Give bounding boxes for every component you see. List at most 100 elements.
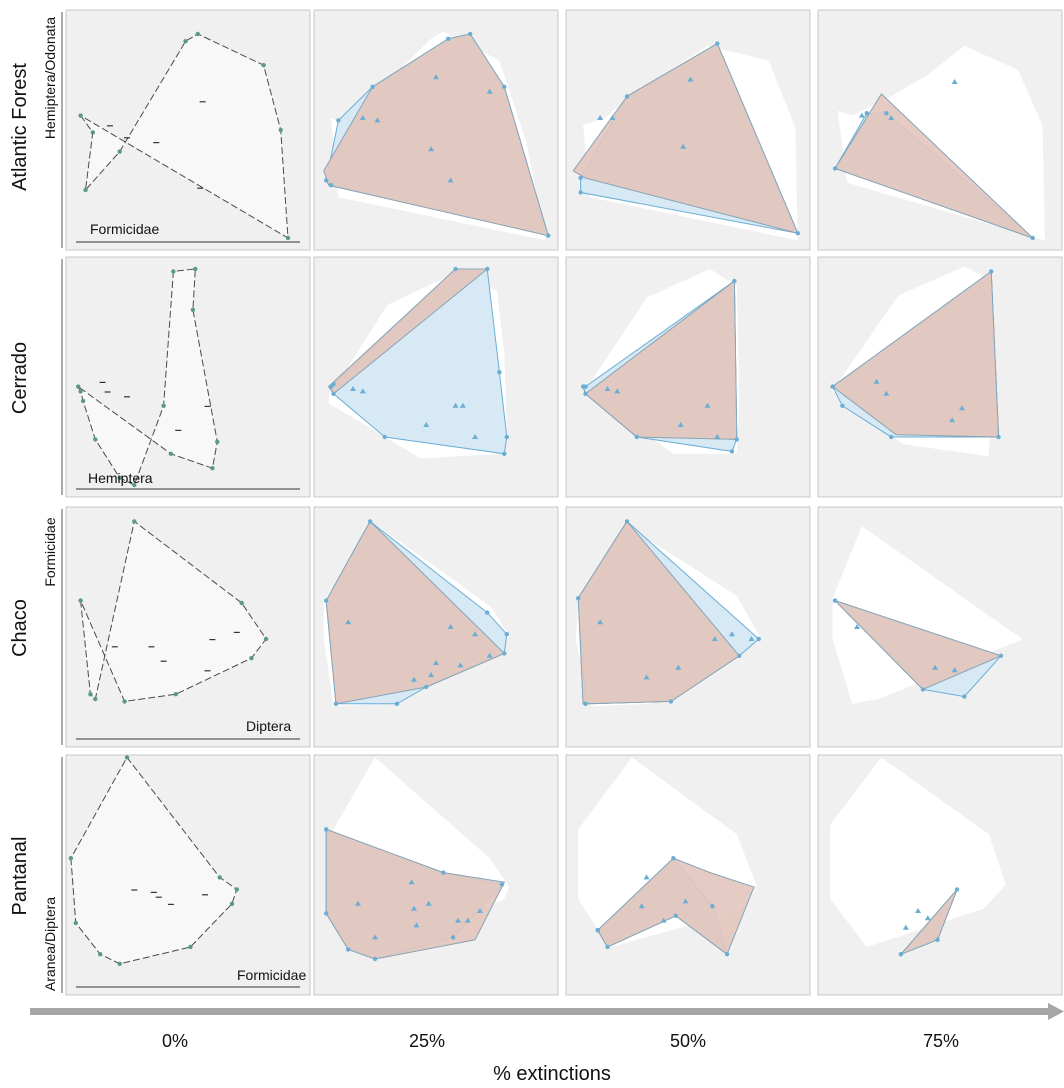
random-hull-vertex	[840, 403, 845, 408]
hull-vertex-point	[278, 127, 283, 133]
species-point	[883, 390, 890, 396]
y-axis-label-chaco: Formicidae	[42, 517, 58, 586]
species-point	[454, 917, 461, 923]
panel-chaco-25	[313, 506, 559, 748]
random-hull-vertex	[382, 434, 387, 440]
random-hull-vertex	[441, 870, 446, 875]
column-label-25: 25%	[409, 1031, 445, 1051]
species-point	[597, 619, 604, 625]
species-point	[728, 631, 735, 637]
random-hull-vertex	[583, 384, 588, 389]
random-hull-vertex	[394, 701, 400, 706]
x-axis-label-pantanal: Formicidae	[237, 967, 306, 983]
random-hull-vertex	[345, 947, 351, 952]
hull-vertex-point	[78, 113, 83, 118]
panel-chaco-0	[61, 506, 311, 748]
random-hull-vertex	[962, 694, 967, 699]
hull-vertex-point	[171, 269, 176, 274]
panel-atlantic-forest-0	[61, 9, 311, 251]
interior-point	[104, 391, 111, 393]
overlap-hull	[572, 43, 799, 234]
species-point	[924, 915, 931, 921]
random-hull-vertex	[576, 596, 581, 601]
species-point	[951, 667, 958, 673]
panel-pantanal-0	[61, 754, 311, 996]
hull-vertex-point	[73, 920, 78, 926]
hull-vertex-point	[117, 149, 122, 154]
species-point	[457, 662, 464, 668]
interior-point	[197, 187, 204, 189]
interior-point	[106, 125, 113, 127]
species-point	[428, 146, 435, 152]
species-point	[472, 434, 479, 439]
interior-point	[131, 889, 138, 891]
species-point	[597, 115, 604, 120]
species-point	[704, 402, 711, 408]
interior-point	[204, 670, 211, 672]
hull-vertex-point	[190, 307, 196, 312]
species-point	[411, 905, 418, 911]
species-point	[682, 898, 689, 904]
hull-vertex-point	[249, 656, 254, 661]
panel-atlantic-forest-25	[313, 9, 559, 251]
random-hull-vertex	[502, 651, 507, 656]
species-point	[854, 624, 861, 629]
random-hull-vertex	[737, 653, 742, 658]
hull-vertex-point	[117, 475, 122, 480]
random-hull-vertex	[624, 94, 630, 99]
random-hull-vertex	[710, 904, 715, 909]
species-point	[486, 88, 493, 94]
hull-vertex-point	[132, 519, 137, 524]
species-point	[425, 900, 432, 906]
random-hull-vertex	[673, 913, 678, 918]
hull-vertex-point	[285, 235, 291, 241]
random-hull-vertex	[671, 856, 676, 861]
panel-atlantic-forest-50	[565, 9, 811, 251]
species-point	[711, 636, 718, 641]
hull-vertex-point	[195, 31, 200, 37]
species-point	[433, 74, 439, 80]
species-point	[447, 177, 454, 183]
hull-vertex-point	[261, 62, 266, 68]
panel-cerrado-75	[817, 256, 1063, 498]
species-point	[408, 879, 415, 885]
interior-point	[204, 405, 211, 407]
random-hull-vertex	[502, 84, 507, 90]
panel-cerrado-25	[313, 256, 559, 498]
random-hull-vertex	[954, 887, 960, 892]
hull-vertex-point	[173, 692, 178, 697]
original-hull	[837, 46, 1045, 241]
random-hull-vertex	[336, 118, 341, 123]
panel-atlantic-forest-75	[817, 9, 1063, 251]
random-hull-vertex	[729, 449, 735, 454]
hull-vertex-point	[90, 130, 96, 135]
hull-vertex-point	[161, 403, 166, 408]
hull-vertex-point	[263, 636, 269, 642]
interior-point	[150, 891, 157, 893]
species-point	[949, 417, 956, 423]
baseline-hull	[70, 756, 238, 965]
random-hull-vertex	[583, 701, 588, 706]
hull-vertex-point	[132, 482, 137, 488]
random-hull-vertex	[324, 178, 329, 183]
hull-vertex-point	[68, 856, 74, 861]
random-hull-vertex	[546, 233, 551, 238]
species-point	[687, 76, 694, 82]
random-hull-vertex	[450, 935, 456, 940]
interior-point	[199, 101, 206, 103]
panel-cerrado-50	[565, 256, 811, 498]
species-point	[472, 631, 479, 637]
random-hull-vertex	[595, 928, 600, 933]
hull-vertex-point	[117, 961, 122, 966]
baseline-hull	[77, 268, 218, 486]
random-hull-vertex	[998, 653, 1004, 658]
species-point	[660, 917, 667, 923]
hull-vertex-point	[215, 439, 220, 444]
species-point	[932, 664, 939, 670]
species-point	[958, 405, 965, 411]
hull-vertex-point	[97, 952, 103, 957]
species-point	[858, 112, 865, 118]
random-hull-vertex	[367, 519, 373, 524]
species-point	[675, 664, 682, 670]
overlap-hull	[900, 889, 958, 955]
